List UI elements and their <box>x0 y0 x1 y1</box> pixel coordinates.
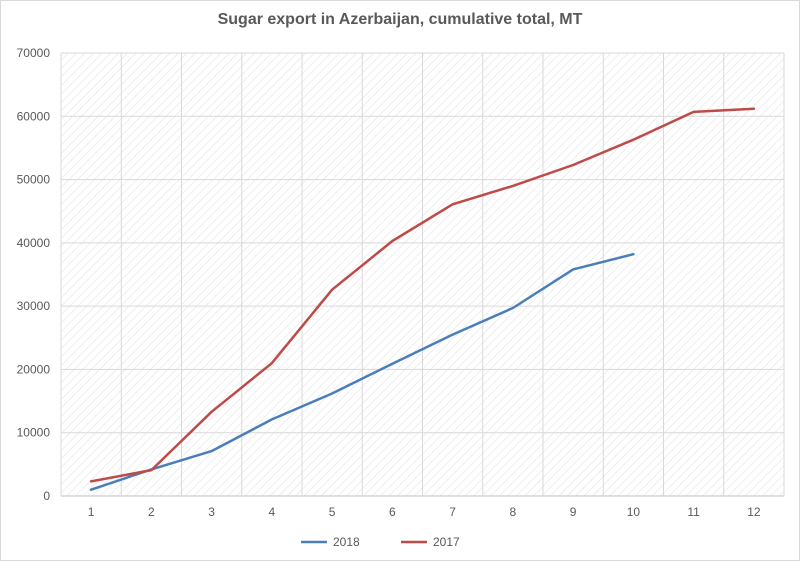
legend-label-2017: 2017 <box>433 535 460 549</box>
x-tick-label: 4 <box>269 505 276 519</box>
series-line-2017 <box>89 107 756 483</box>
x-tick-label: 7 <box>449 505 456 519</box>
y-tick-label: 20000 <box>17 362 51 376</box>
y-tick-label: 70000 <box>17 46 51 60</box>
legend-label-2018: 2018 <box>333 535 360 549</box>
x-tick-label: 8 <box>510 505 517 519</box>
y-tick-label: 10000 <box>17 426 51 440</box>
y-tick-label: 50000 <box>17 173 51 187</box>
x-tick-label: 6 <box>389 505 396 519</box>
y-tick-label: 30000 <box>17 299 51 313</box>
x-tick-label: 11 <box>687 505 700 519</box>
x-tick-label: 12 <box>747 505 761 519</box>
y-tick-label: 40000 <box>17 236 51 250</box>
x-tick-label: 10 <box>627 505 641 519</box>
series-line-2018 <box>89 252 635 491</box>
x-tick-label: 2 <box>148 505 155 519</box>
y-tick-label: 0 <box>43 489 50 503</box>
x-tick-label: 9 <box>570 505 577 519</box>
y-tick-label: 60000 <box>17 109 51 123</box>
x-tick-label: 1 <box>88 505 95 519</box>
x-tick-label: 5 <box>329 505 336 519</box>
x-tick-label: 3 <box>208 505 215 519</box>
chart-title: Sugar export in Azerbaijan, cumulative t… <box>217 11 583 28</box>
